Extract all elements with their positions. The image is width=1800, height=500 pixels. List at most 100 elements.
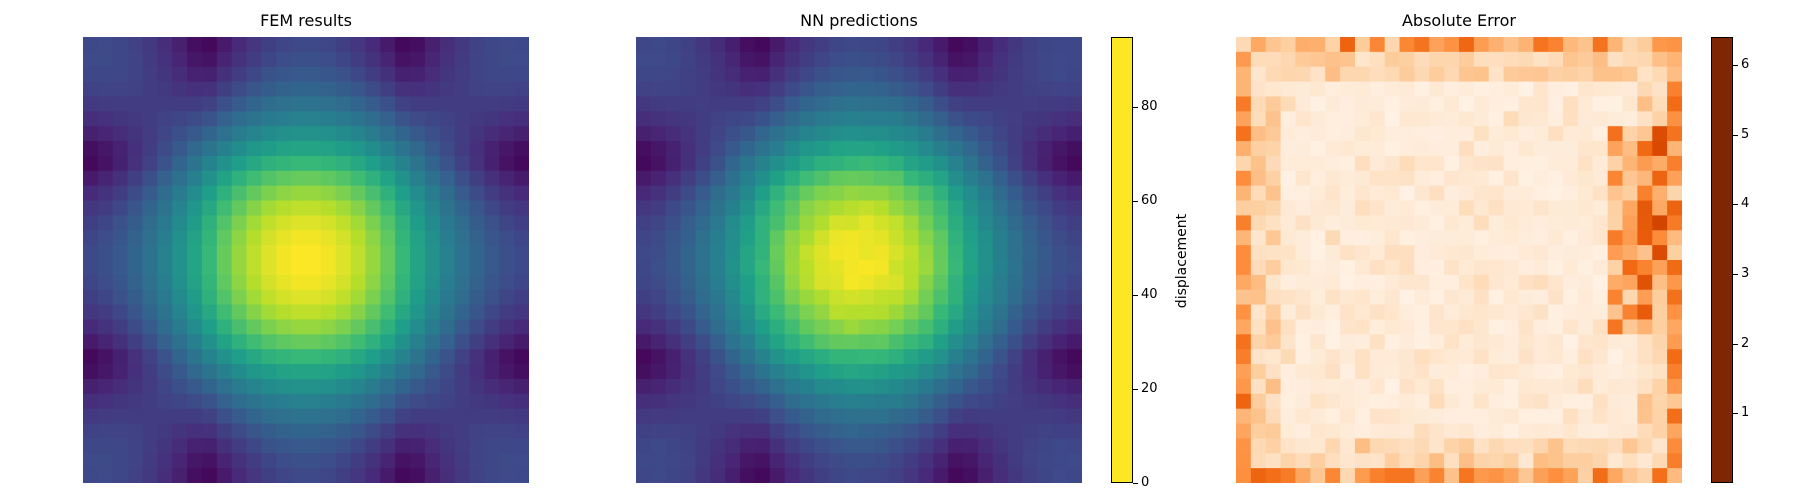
nn-cell bbox=[1037, 289, 1053, 306]
fem-cell bbox=[201, 468, 218, 483]
fem-cell bbox=[261, 378, 277, 395]
error-cell bbox=[1488, 215, 1505, 231]
nn-cell bbox=[829, 260, 845, 276]
nn-cell bbox=[963, 215, 979, 231]
fem-cell bbox=[231, 274, 248, 291]
fem-cell bbox=[410, 378, 426, 395]
nn-cell bbox=[903, 215, 919, 231]
fem-cell bbox=[127, 96, 143, 112]
nn-cell bbox=[725, 230, 741, 246]
fem-cell bbox=[514, 319, 529, 335]
error-cell bbox=[1518, 423, 1534, 439]
fem-cell bbox=[484, 81, 500, 97]
fem-cell bbox=[439, 423, 456, 439]
fem-cell bbox=[201, 245, 218, 261]
error-cell bbox=[1473, 274, 1490, 291]
nn-cell bbox=[888, 408, 905, 425]
fem-cell bbox=[320, 378, 337, 395]
error-cell bbox=[1637, 349, 1653, 365]
error-cell bbox=[1622, 274, 1638, 291]
fem-cell bbox=[142, 319, 158, 335]
error-cell bbox=[1384, 334, 1401, 350]
error-cell bbox=[1577, 260, 1594, 276]
nn-cell bbox=[665, 408, 682, 425]
error-cell bbox=[1325, 215, 1341, 231]
error-cell bbox=[1622, 319, 1638, 335]
nn-cell bbox=[665, 304, 682, 320]
error-cell bbox=[1503, 141, 1519, 157]
error-cell bbox=[1652, 349, 1668, 365]
error-cell bbox=[1429, 453, 1445, 469]
fem-cell bbox=[201, 230, 218, 246]
error-cell bbox=[1533, 81, 1549, 97]
nn-cell bbox=[859, 260, 875, 276]
nn-cell bbox=[903, 141, 919, 157]
nn-cell bbox=[769, 349, 786, 365]
fem-cell bbox=[410, 200, 426, 216]
error-cell bbox=[1622, 468, 1638, 483]
fem-cell bbox=[142, 215, 158, 231]
error-cell bbox=[1592, 170, 1609, 187]
fem-cell bbox=[201, 349, 218, 365]
nn-cell bbox=[873, 468, 890, 483]
error-cell bbox=[1429, 468, 1445, 483]
error-cell bbox=[1637, 200, 1653, 216]
nn-cell bbox=[784, 66, 801, 83]
nn-cell bbox=[754, 126, 771, 142]
error-cell bbox=[1236, 111, 1252, 127]
error-cell bbox=[1444, 230, 1460, 246]
nn-cell bbox=[933, 230, 949, 246]
fem-cell bbox=[276, 423, 292, 439]
error-cell bbox=[1667, 200, 1682, 216]
fem-cell bbox=[424, 126, 441, 142]
fem-cell bbox=[454, 274, 471, 291]
error-cell bbox=[1488, 81, 1505, 97]
error-cell bbox=[1310, 289, 1326, 306]
nn-cell bbox=[992, 37, 1009, 53]
fem-cell bbox=[261, 230, 277, 246]
nn-cell bbox=[814, 319, 830, 335]
fem-cell bbox=[201, 81, 218, 97]
fem-cell bbox=[83, 155, 99, 172]
error-cell bbox=[1399, 274, 1415, 291]
nn-cell bbox=[665, 170, 682, 187]
fem-cell bbox=[469, 111, 485, 127]
fem-cell bbox=[83, 453, 99, 469]
fem-cell bbox=[127, 468, 143, 483]
error-cell bbox=[1563, 378, 1579, 395]
nn-cell bbox=[992, 393, 1009, 410]
error-cell bbox=[1563, 185, 1579, 202]
fem-cell bbox=[97, 364, 114, 380]
nn-cell bbox=[873, 126, 890, 142]
nn-cell bbox=[636, 111, 652, 127]
fem-cell bbox=[454, 51, 471, 68]
error-cell bbox=[1563, 51, 1579, 68]
fem-cell bbox=[201, 408, 218, 425]
error-cell bbox=[1592, 289, 1609, 306]
nn-cell bbox=[859, 289, 875, 306]
error-cell bbox=[1369, 393, 1386, 410]
fem-cell bbox=[187, 304, 203, 320]
fem-cell bbox=[410, 364, 426, 380]
error-cell bbox=[1577, 215, 1594, 231]
error-cell bbox=[1354, 260, 1371, 276]
fem-cell bbox=[276, 215, 292, 231]
nn-cell bbox=[754, 51, 771, 68]
nn-cell bbox=[903, 319, 919, 335]
error-cell bbox=[1384, 364, 1401, 380]
nn-cell bbox=[1037, 260, 1053, 276]
error-cell bbox=[1310, 349, 1326, 365]
fem-cell bbox=[499, 364, 515, 380]
fem-cell bbox=[216, 170, 233, 187]
error-cell bbox=[1236, 274, 1252, 291]
error-cell bbox=[1667, 260, 1682, 276]
fem-cell bbox=[216, 230, 233, 246]
error-cell bbox=[1295, 81, 1311, 97]
nn-cell bbox=[680, 334, 696, 350]
error-cell bbox=[1622, 245, 1638, 261]
nn-cell bbox=[710, 155, 726, 172]
error-cell bbox=[1236, 468, 1252, 483]
nn-cell bbox=[814, 468, 830, 483]
fem-cell bbox=[365, 51, 381, 68]
nn-cell bbox=[680, 155, 696, 172]
